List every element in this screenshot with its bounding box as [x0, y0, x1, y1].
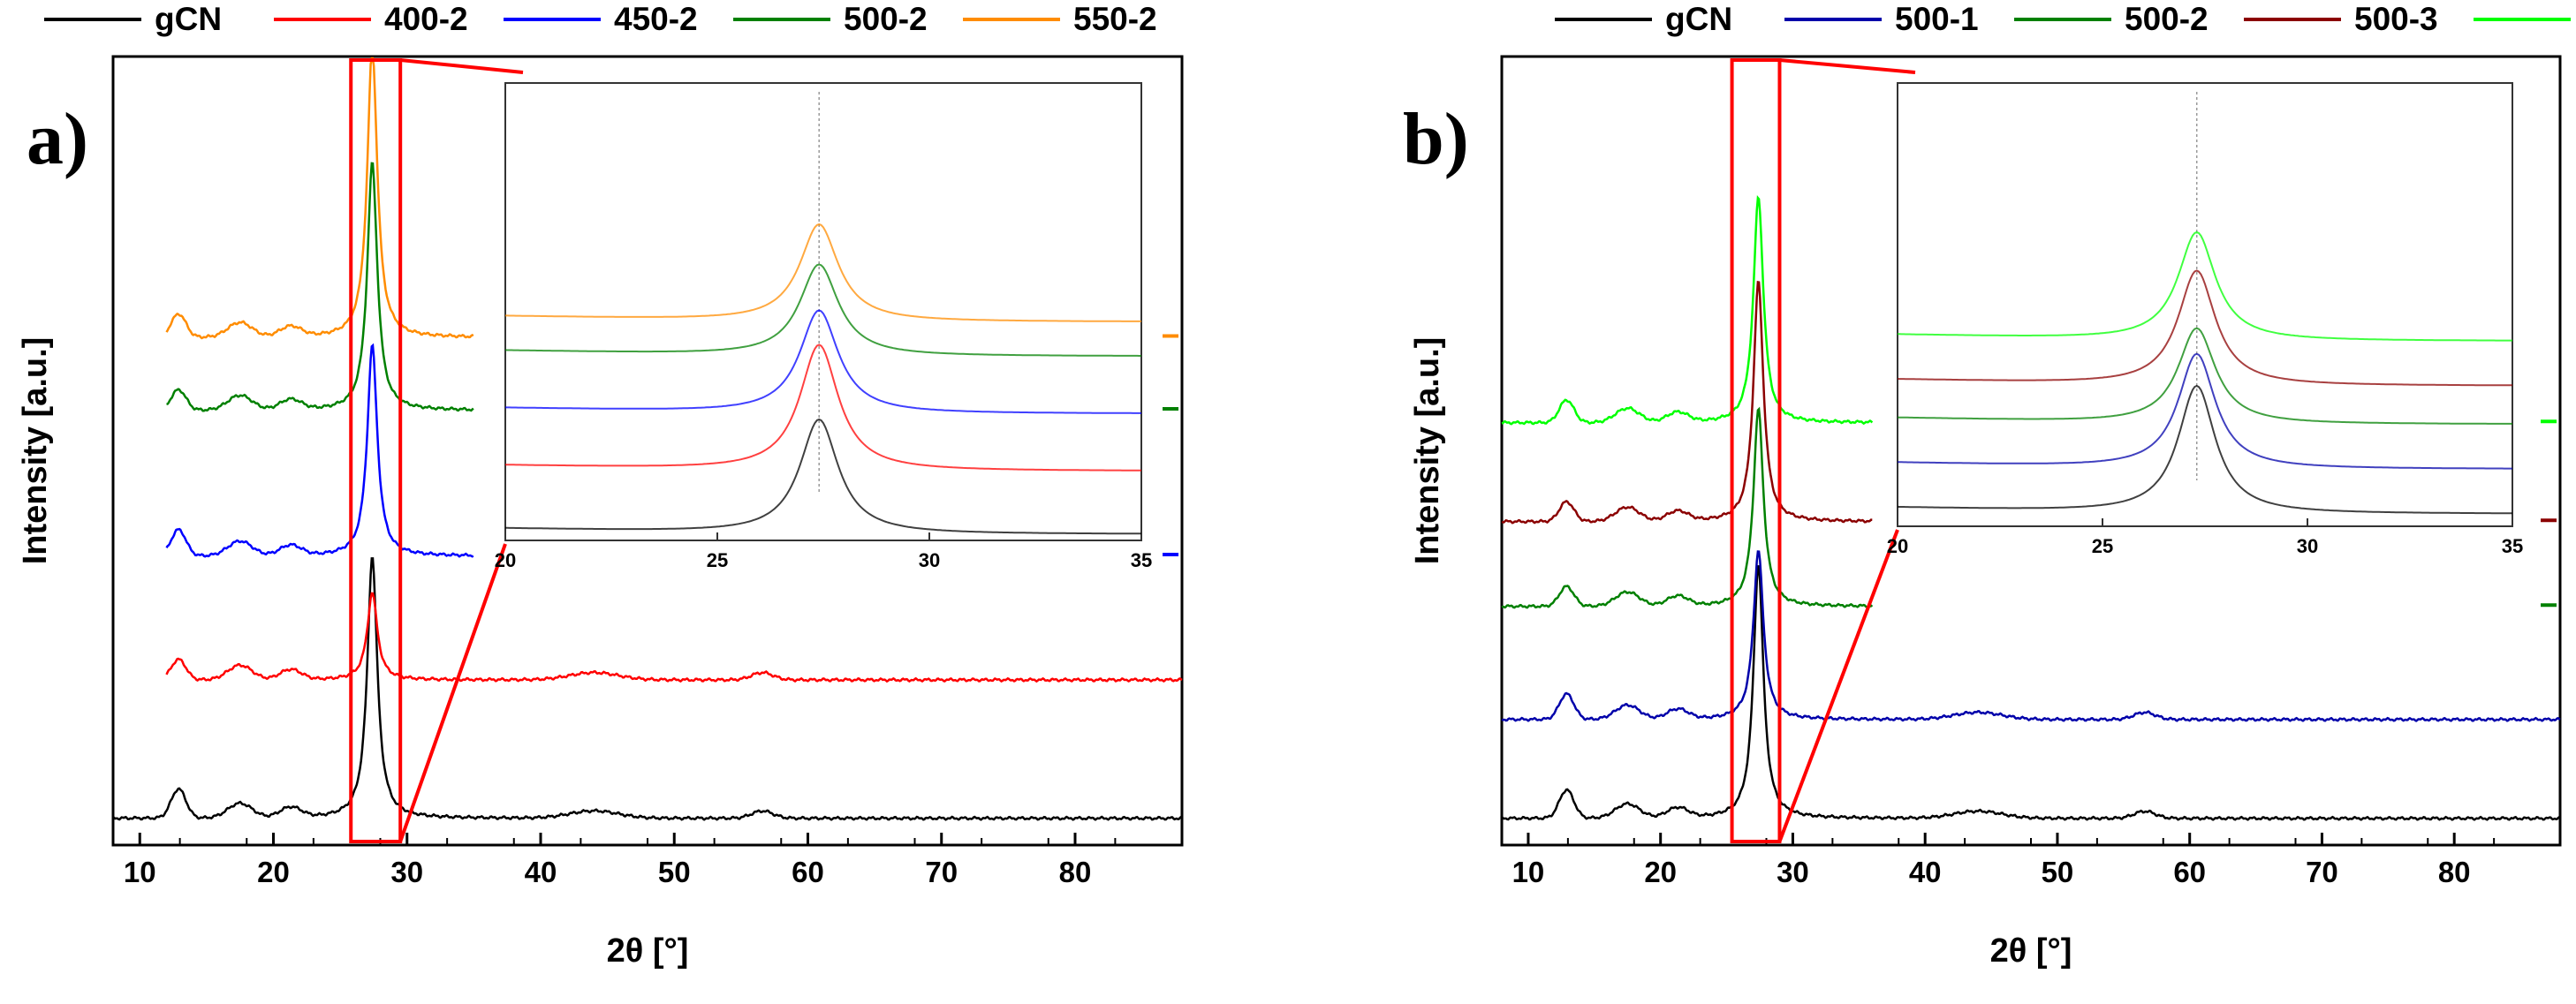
legend-entry-500-3: 500-3 [2244, 1, 2438, 37]
legend-entry-450-2: 450-2 [504, 1, 698, 37]
inset-x-tick-label: 20 [495, 549, 516, 571]
series-line-450-2 [165, 343, 474, 558]
x-tick-label: 10 [1512, 856, 1545, 888]
legend-label: 400-2 [384, 1, 468, 37]
panel-label: a) [27, 98, 88, 180]
inset-x-tick-label: 25 [707, 549, 728, 571]
panel-label: b) [1403, 98, 1469, 180]
x-tick-label: 40 [525, 856, 557, 888]
x-tick-label: 80 [2438, 856, 2471, 888]
legend-label: 500-3 [2354, 1, 2438, 37]
zoom-connector-top [1779, 58, 1916, 74]
legend-entry-550-2: 550-2 [963, 1, 1157, 37]
zoom-connector-bottom [1777, 529, 1899, 842]
inset-series-line-gCN [1897, 384, 2512, 515]
legend-entry-500-4: 500-4 [2474, 18, 2571, 21]
x-axis-title: 2θ [°] [607, 932, 689, 970]
legend-label: gCN [1665, 1, 1732, 37]
inset-x-tick-label: 25 [2092, 535, 2113, 557]
series-line-500-2 [1501, 406, 1874, 609]
x-tick-label: 30 [1777, 856, 1809, 888]
inset-series-line-500-1 [1898, 352, 2512, 470]
series-line-500-1 [1501, 550, 2561, 722]
inset-frame [1897, 82, 2513, 527]
inset-series-line-500-2 [504, 263, 1141, 357]
zoom-highlight-box [1730, 58, 1782, 843]
x-tick-label: 60 [792, 856, 824, 888]
legend-entry-400-2: 400-2 [274, 1, 468, 37]
x-axis-title: 2θ [°] [1990, 932, 2072, 970]
inset-x-tick-label: 30 [919, 549, 940, 571]
x-tick-label: 50 [2042, 856, 2074, 888]
panel-a: 10 20 30 40 50 60 70 80 2θ [°] Intensity [a.u.] a)… [17, 1, 1184, 970]
series-line-gCN [112, 557, 1183, 821]
y-axis-title: Intensity [a.u.] [1409, 337, 1446, 565]
y-axis-title: Intensity [a.u.] [17, 337, 54, 565]
panel-b: 10 20 30 40 50 60 70 80 2θ [°] Intensity [a.u.] b)… [1403, 1, 2571, 970]
inset-series-line-550-2 [505, 223, 1141, 322]
inset-x-tick-label: 30 [2297, 535, 2318, 557]
inset-series-line-450-2 [505, 309, 1141, 414]
x-tick-label: 70 [2306, 856, 2338, 888]
legend-label: 500-2 [844, 1, 928, 37]
zoom-connector-top [399, 58, 524, 74]
inset-x-tick-label: 20 [1887, 535, 1908, 557]
legend-entry-500-1: 500-1 [1784, 1, 1979, 37]
series-line-gCN [1501, 565, 2561, 821]
x-tick-label: 70 [925, 856, 958, 888]
legend-label: 500-2 [2125, 1, 2209, 37]
legend-label: 500-1 [1895, 1, 1979, 37]
legend-label: 550-2 [1073, 1, 1157, 37]
inset-series-line-500-2 [1897, 327, 2512, 425]
legend-entry-gCN: gCN [44, 1, 222, 37]
series-line-500-3 [1501, 281, 1873, 525]
inset-series-line-500-4 [1898, 230, 2512, 342]
inset-frame [504, 82, 1142, 541]
series-line-500-2 [166, 162, 474, 412]
x-tick-label: 50 [658, 856, 691, 888]
series-line-400-2 [165, 592, 1183, 683]
x-tick-label: 30 [390, 856, 423, 888]
series-line-500-4 [1501, 195, 1874, 426]
x-tick-label: 10 [124, 856, 156, 888]
legend-entry-500-2: 500-2 [2014, 1, 2209, 37]
x-tick-label: 80 [1059, 856, 1092, 888]
inset-x-tick-label: 35 [1131, 549, 1152, 571]
x-tick-label: 20 [1644, 856, 1677, 888]
inset-x-tick-label: 35 [2502, 535, 2523, 557]
legend-entry-500-2: 500-2 [733, 1, 928, 37]
inset-series-line-gCN [505, 418, 1141, 535]
legend-entry-gCN: gCN [1555, 1, 1732, 37]
legend-label: 450-2 [614, 1, 698, 37]
inset-series-line-500-3 [1897, 269, 2512, 387]
x-tick-label: 40 [1909, 856, 1942, 888]
series-line-550-2 [165, 57, 474, 340]
x-tick-label: 20 [257, 856, 290, 888]
zoom-highlight-box [349, 58, 403, 843]
zoom-connector-bottom [398, 543, 507, 842]
legend-label: gCN [155, 1, 222, 37]
inset-series-line-400-2 [505, 343, 1142, 472]
x-tick-label: 60 [2173, 856, 2206, 888]
